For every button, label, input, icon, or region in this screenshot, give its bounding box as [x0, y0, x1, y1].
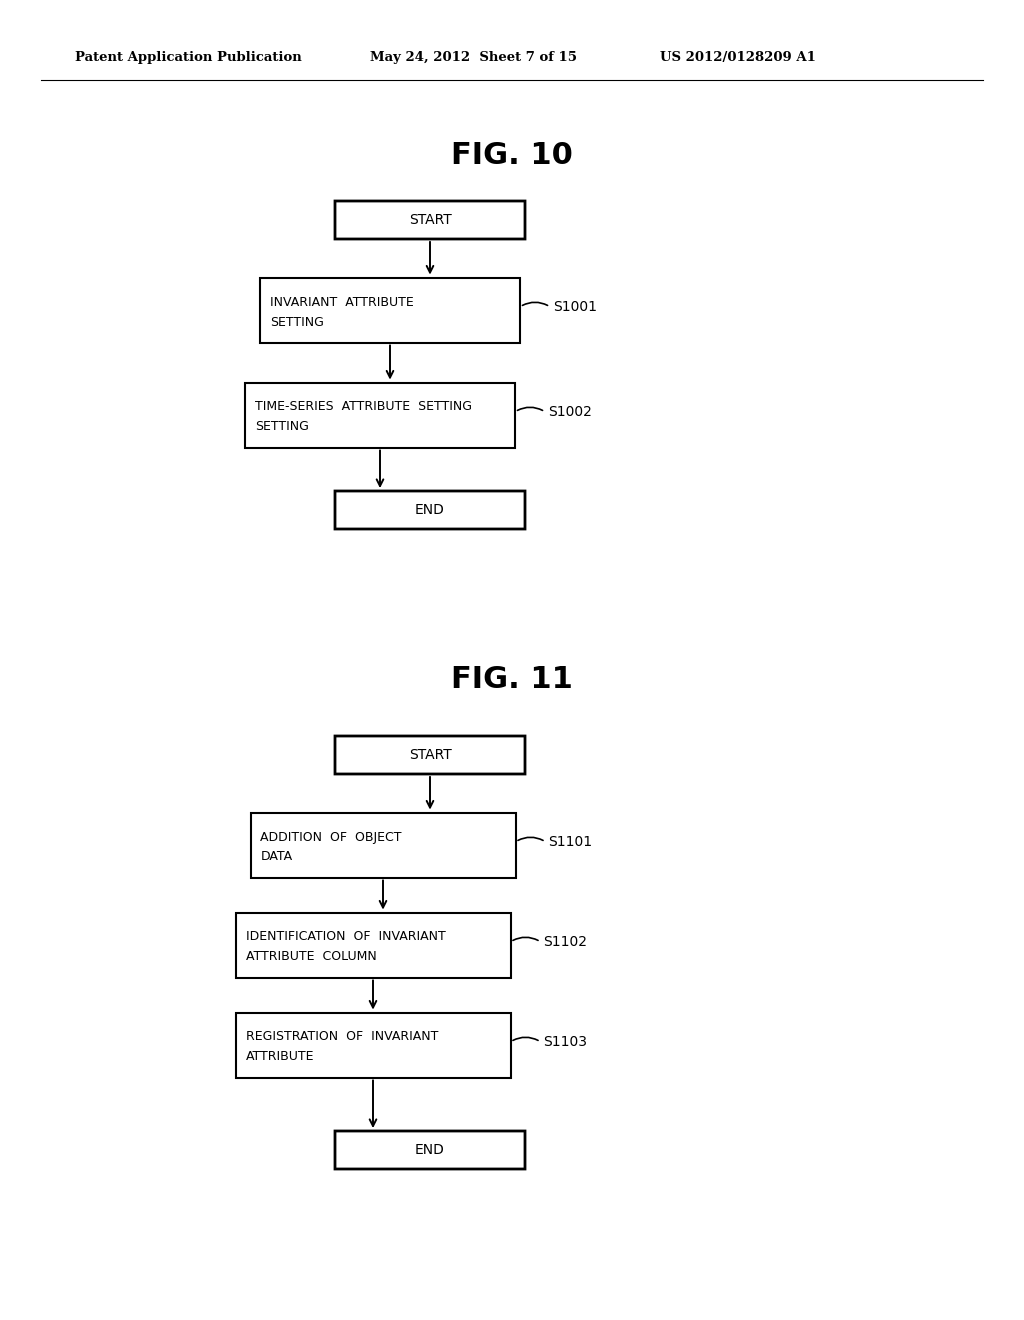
Bar	[236, 912, 511, 978]
Text: US 2012/0128209 A1: US 2012/0128209 A1	[660, 51, 816, 65]
Text: FIG. 11: FIG. 11	[451, 665, 573, 694]
Bar	[251, 813, 515, 878]
Text: END: END	[415, 503, 445, 517]
Text: INVARIANT  ATTRIBUTE: INVARIANT ATTRIBUTE	[270, 296, 414, 309]
Text: May 24, 2012  Sheet 7 of 15: May 24, 2012 Sheet 7 of 15	[370, 51, 577, 65]
Text: REGISTRATION  OF  INVARIANT: REGISTRATION OF INVARIANT	[246, 1031, 438, 1044]
Text: START: START	[409, 213, 452, 227]
FancyBboxPatch shape	[335, 737, 525, 774]
Bar	[245, 383, 515, 447]
Text: S1102: S1102	[544, 935, 588, 949]
Text: ADDITION  OF  OBJECT: ADDITION OF OBJECT	[260, 830, 402, 843]
Text: TIME-SERIES  ATTRIBUTE  SETTING: TIME-SERIES ATTRIBUTE SETTING	[255, 400, 472, 413]
Text: FIG. 10: FIG. 10	[451, 140, 573, 169]
Text: ATTRIBUTE: ATTRIBUTE	[246, 1051, 314, 1064]
Text: IDENTIFICATION  OF  INVARIANT: IDENTIFICATION OF INVARIANT	[246, 931, 445, 944]
Text: START: START	[409, 748, 452, 762]
Bar	[260, 277, 520, 342]
Text: S1002: S1002	[548, 405, 592, 418]
Text: DATA: DATA	[260, 850, 293, 863]
Text: END: END	[415, 1143, 445, 1158]
FancyBboxPatch shape	[335, 201, 525, 239]
Text: S1103: S1103	[544, 1035, 588, 1049]
FancyBboxPatch shape	[335, 491, 525, 529]
Text: SETTING: SETTING	[255, 421, 309, 433]
Text: ATTRIBUTE  COLUMN: ATTRIBUTE COLUMN	[246, 950, 376, 964]
Text: S1101: S1101	[549, 834, 593, 849]
Text: S1001: S1001	[553, 300, 597, 314]
Text: SETTING: SETTING	[270, 315, 324, 329]
Text: Patent Application Publication: Patent Application Publication	[75, 51, 302, 65]
FancyBboxPatch shape	[335, 1131, 525, 1170]
Bar	[236, 1012, 511, 1077]
